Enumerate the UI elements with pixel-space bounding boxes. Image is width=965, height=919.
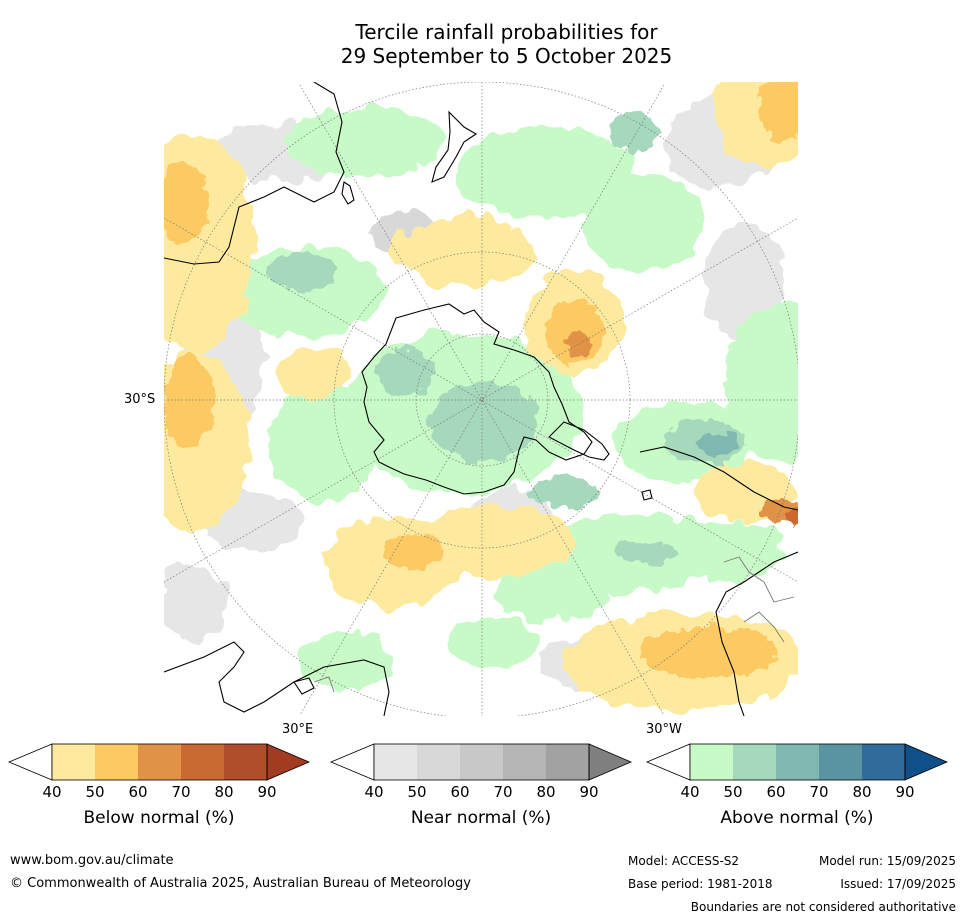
south-america-coastline bbox=[639, 446, 798, 716]
tasmania-coastline bbox=[293, 677, 315, 695]
issued-text: Issued: 17/09/2025 bbox=[840, 877, 956, 891]
polar-map[interactable] bbox=[164, 82, 798, 716]
colorbar-segment bbox=[95, 744, 138, 780]
colorbar-below-normal bbox=[7, 743, 311, 781]
colorbar-segment bbox=[460, 744, 503, 780]
tick: 70 bbox=[493, 783, 513, 801]
tick: 80 bbox=[852, 783, 872, 801]
longitude-label-30e: 30°E bbox=[282, 722, 314, 737]
colorbar-near-normal bbox=[329, 743, 633, 781]
tick: 40 bbox=[42, 783, 62, 801]
tick: 80 bbox=[536, 783, 556, 801]
colorbar-segment bbox=[417, 744, 460, 780]
colorbar-extend-low bbox=[7, 743, 53, 781]
title-line-2: 29 September to 5 October 2025 bbox=[340, 44, 673, 68]
colorbar-near-normal-title: Near normal (%) bbox=[410, 808, 552, 828]
model-run-text: Model run: 15/09/2025 bbox=[818, 854, 956, 868]
latitude-label-30s: 30°S bbox=[124, 392, 156, 407]
antarctica-coastline bbox=[361, 303, 593, 495]
colorbar-above-normal-ticks: 40 50 60 70 80 90 bbox=[647, 783, 947, 803]
colorbar-near-normal-ticks: 40 50 60 70 80 90 bbox=[331, 783, 631, 803]
tick: 60 bbox=[766, 783, 786, 801]
tick: 70 bbox=[171, 783, 191, 801]
colorbar-segment bbox=[52, 744, 95, 780]
colorbar-below-normal-graphic bbox=[7, 743, 311, 781]
model-text: Model: ACCESS-S2 bbox=[628, 854, 740, 868]
tick: 40 bbox=[680, 783, 700, 801]
coastlines bbox=[164, 82, 798, 716]
colorbar-segment bbox=[503, 744, 546, 780]
australia-coastline bbox=[164, 641, 390, 716]
madagascar-coastline bbox=[341, 181, 355, 205]
tick: 90 bbox=[257, 783, 277, 801]
colorbar-near-normal-graphic bbox=[329, 743, 633, 781]
tick: 90 bbox=[579, 783, 599, 801]
disclaimer-text: Boundaries are not considered authoritat… bbox=[690, 900, 956, 914]
map-canvas[interactable] bbox=[164, 82, 798, 716]
colorbar-above-normal bbox=[645, 743, 949, 781]
falklands-coastline bbox=[641, 489, 653, 501]
colorbar-segment bbox=[181, 744, 224, 780]
chart-title: Tercile rainfall probabilities for 29 Se… bbox=[0, 20, 965, 68]
title-line-1: Tercile rainfall probabilities for bbox=[355, 20, 658, 44]
tick: 80 bbox=[214, 783, 234, 801]
colorbar-extend-low bbox=[329, 743, 375, 781]
country-borders bbox=[313, 556, 795, 693]
colorbar-segment bbox=[776, 744, 819, 780]
colorbar-below-normal-ticks: 40 50 60 70 80 90 bbox=[9, 783, 309, 803]
colorbar-outline bbox=[373, 743, 590, 781]
tick: 60 bbox=[128, 783, 148, 801]
colorbar-segment bbox=[819, 744, 862, 780]
africa-coastline bbox=[164, 82, 345, 265]
colorbar-extend-high bbox=[266, 743, 311, 781]
antarctic-peninsula bbox=[548, 421, 610, 461]
colorbar-below-normal-title: Below normal (%) bbox=[83, 808, 235, 828]
colorbar-extend-low bbox=[645, 743, 691, 781]
tick: 50 bbox=[85, 783, 105, 801]
new-zealand-coastline bbox=[431, 110, 478, 183]
colorbar-extend-high bbox=[904, 743, 949, 781]
colorbar-segment bbox=[862, 744, 905, 780]
tick: 40 bbox=[364, 783, 384, 801]
colorbar-segment bbox=[733, 744, 776, 780]
colorbar-segment bbox=[138, 744, 181, 780]
base-period-text: Base period: 1981-2018 bbox=[628, 877, 773, 891]
probability-shading-strong bbox=[164, 82, 798, 677]
tick: 90 bbox=[895, 783, 915, 801]
tick: 50 bbox=[407, 783, 427, 801]
longitude-label-30w: 30°W bbox=[646, 722, 682, 737]
tick: 60 bbox=[450, 783, 470, 801]
copyright-text: © Commonwealth of Australia 2025, Austra… bbox=[10, 876, 471, 891]
colorbar-above-normal-title: Above normal (%) bbox=[720, 808, 874, 828]
graticule bbox=[164, 82, 798, 716]
colorbar-extend-high bbox=[588, 743, 633, 781]
colorbar-outline bbox=[689, 743, 906, 781]
colorbar-segment bbox=[690, 744, 733, 780]
colorbar-outline bbox=[51, 743, 268, 781]
colorbar-segment bbox=[546, 744, 589, 780]
colorbar-segment bbox=[224, 744, 267, 780]
tick: 50 bbox=[723, 783, 743, 801]
colorbar-above-normal-graphic bbox=[645, 743, 949, 781]
website-link[interactable]: www.bom.gov.au/climate bbox=[10, 853, 174, 868]
colorbar-segment bbox=[374, 744, 417, 780]
tick: 70 bbox=[809, 783, 829, 801]
